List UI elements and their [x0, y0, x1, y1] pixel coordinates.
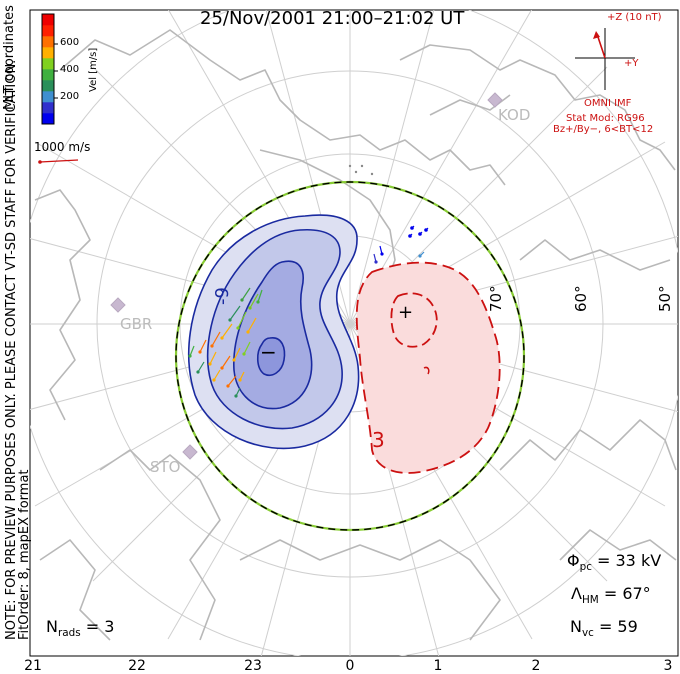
- site-label-sto: STO: [150, 458, 181, 476]
- color-bar: [42, 14, 54, 125]
- site-marker-kod: [487, 92, 503, 108]
- mlt-label-1: 1: [433, 658, 443, 674]
- mlt-label-3: 3: [663, 658, 673, 674]
- mlt-label-0: 0: [345, 658, 355, 674]
- imf-y-label: +Y: [624, 58, 639, 69]
- site-label-kod: KOD: [498, 106, 531, 124]
- potential-min-marker: −: [260, 340, 277, 364]
- color-bar-segment: [42, 14, 54, 26]
- site-label-gbr: GBR: [120, 315, 153, 333]
- positive-potential-cell: [355, 261, 501, 474]
- mlt-label-22: 22: [128, 658, 146, 674]
- mlt-label-23: 23: [244, 658, 262, 674]
- cross-polar-cap-potential: Φpc = 33 kV: [567, 551, 662, 574]
- color-bar-ticks: [54, 43, 58, 99]
- mlt-label-2: 2: [531, 658, 541, 674]
- map-frame: [29, 9, 679, 657]
- potential-max-marker: +: [398, 302, 414, 323]
- colorbar-tick-600: 600: [60, 37, 80, 48]
- imf-z-label: +Z (10 nT): [607, 12, 662, 23]
- lat-label-50: 50°: [656, 285, 674, 312]
- color-bar-segment: [42, 80, 54, 92]
- coastlines: [34, 29, 677, 641]
- imf-dial: [575, 28, 635, 90]
- positive-contour-label: 3: [372, 428, 385, 452]
- scale-vector: [38, 159, 79, 164]
- site-markers: [110, 92, 503, 460]
- imf-source: OMNI IMF: [584, 98, 632, 109]
- color-bar-segment: [42, 91, 54, 103]
- velocity-vectors: [188, 164, 429, 398]
- hm-boundary-latitude: ΛHM = 67°: [571, 584, 651, 607]
- site-marker-sto: [182, 444, 198, 460]
- lat-label-70: 70°: [487, 285, 505, 312]
- stat-model: Stat Mod: RG96: [566, 113, 645, 124]
- imf-vector: [596, 33, 606, 59]
- color-bar-segment: [42, 102, 54, 114]
- color-bar-segment: [42, 47, 54, 59]
- mlt-label-21: 21: [24, 658, 42, 674]
- color-bar-segment: [42, 36, 54, 48]
- lat-label-60: 60°: [572, 285, 590, 312]
- vector-count: Nvc = 59: [570, 617, 638, 640]
- colorbar-tick-400: 400: [60, 64, 80, 75]
- color-bar-segment: [42, 113, 54, 125]
- negative-potential-cell: [187, 214, 360, 450]
- coordinate-label: MLT coordinates: [2, 5, 17, 110]
- colorbar-title: Vel [m/s]: [88, 47, 99, 92]
- site-marker-gbr: [110, 297, 126, 313]
- scale-label: 1000 m/s: [34, 140, 91, 154]
- radar-count: Nrads = 3: [46, 617, 115, 640]
- color-bar-segment: [42, 69, 54, 81]
- color-bar-segment: [42, 25, 54, 37]
- mlt-axis: 21 22 23 0 1 2 3: [0, 658, 680, 674]
- negative-contour-label: -9: [212, 287, 233, 305]
- color-bar-segment: [42, 58, 54, 70]
- map-title: 25/Nov/2001 21:00–21:02 UT: [200, 8, 465, 29]
- fit-order-info: FitOrder: 8, mapEX format: [17, 469, 32, 640]
- imf-condition: Bz+/By−, 6<BT<12: [553, 124, 654, 135]
- colorbar-tick-200: 200: [60, 91, 80, 102]
